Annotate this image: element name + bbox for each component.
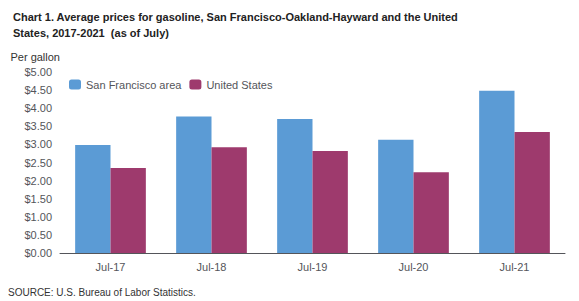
svg-text:$4.50: $4.50 (24, 84, 52, 96)
svg-text:$3.50: $3.50 (24, 120, 52, 132)
svg-text:Jul-17: Jul-17 (96, 261, 126, 273)
svg-text:Per gallon: Per gallon (10, 51, 60, 63)
svg-text:San Francisco area: San Francisco area (86, 79, 182, 91)
svg-text:States, 2017-2021 (as of July: States, 2017-2021 (as of July) (13, 27, 169, 39)
svg-text:$0.50: $0.50 (24, 229, 52, 241)
svg-text:Jul-18: Jul-18 (197, 261, 227, 273)
svg-text:$2.00: $2.00 (24, 175, 52, 187)
svg-text:Jul-21: Jul-21 (500, 261, 530, 273)
svg-text:$0.00: $0.00 (24, 247, 52, 259)
svg-text:Jul-20: Jul-20 (399, 261, 429, 273)
svg-text:SOURCE: U.S. Bureau of Labor S: SOURCE: U.S. Bureau of Labor Statistics. (8, 287, 196, 298)
svg-text:$4.00: $4.00 (24, 102, 52, 114)
svg-text:$5.00: $5.00 (24, 66, 52, 78)
svg-text:$2.50: $2.50 (24, 157, 52, 169)
svg-text:$3.00: $3.00 (24, 138, 52, 150)
svg-text:$1.50: $1.50 (24, 193, 52, 205)
svg-text:Jul-19: Jul-19 (298, 261, 328, 273)
svg-text:$1.00: $1.00 (24, 211, 52, 223)
svg-text:United States: United States (206, 79, 273, 91)
svg-text:Chart 1. Average prices for ga: Chart 1. Average prices for gasoline, Sa… (13, 11, 458, 23)
